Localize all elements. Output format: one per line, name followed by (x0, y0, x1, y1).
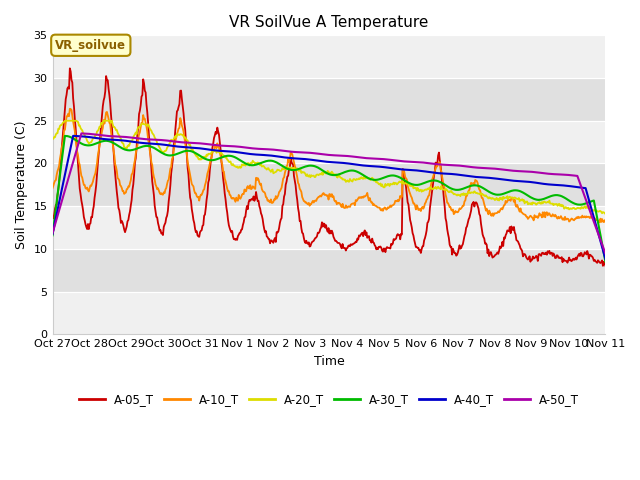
Bar (52, 164, 605, 206)
Text: VR_soilvue: VR_soilvue (55, 39, 126, 52)
Bar (52, 249, 605, 292)
Y-axis label: Soil Temperature (C): Soil Temperature (C) (15, 120, 28, 249)
Bar (52, 292, 605, 334)
Bar (52, 121, 605, 164)
X-axis label: Time: Time (314, 355, 344, 368)
Bar (52, 78, 605, 121)
Bar (52, 36, 605, 78)
Title: VR SoilVue A Temperature: VR SoilVue A Temperature (229, 15, 429, 30)
Legend: A-05_T, A-10_T, A-20_T, A-30_T, A-40_T, A-50_T: A-05_T, A-10_T, A-20_T, A-30_T, A-40_T, … (74, 388, 584, 410)
Bar (52, 206, 605, 249)
